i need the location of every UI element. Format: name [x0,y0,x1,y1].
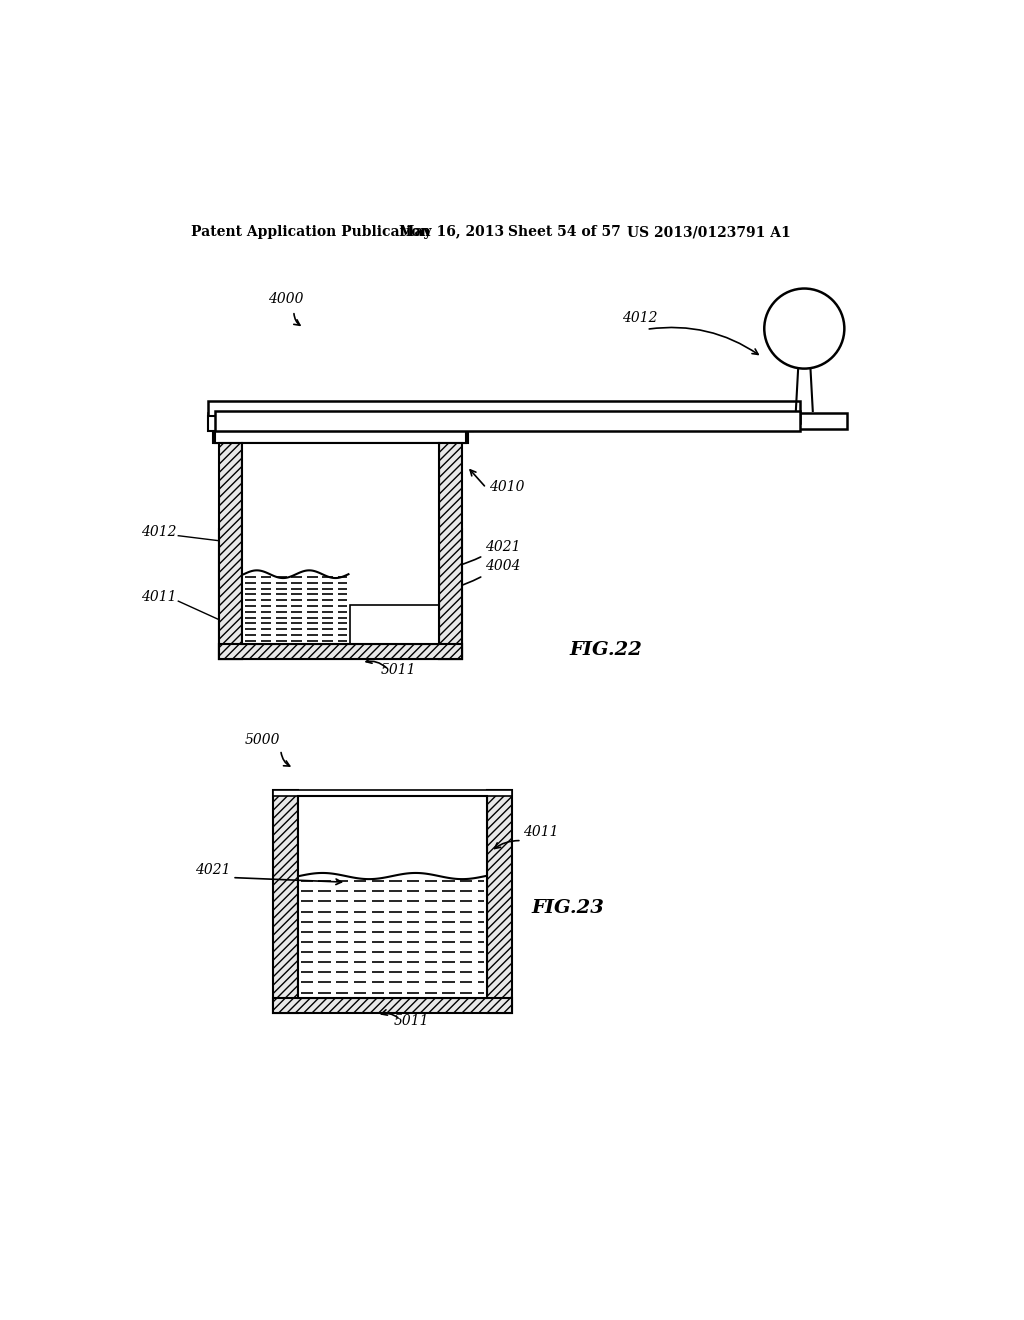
Text: 5011: 5011 [381,664,417,677]
Text: FIG.23: FIG.23 [531,899,604,917]
Text: FIG.22: FIG.22 [569,642,642,659]
Bar [215,432,466,444]
Bar [243,444,438,644]
Bar [208,416,473,430]
Text: 4012: 4012 [141,525,177,539]
Bar [215,411,801,430]
Text: 4011: 4011 [523,825,559,840]
Bar [243,574,350,644]
Text: 4000: 4000 [267,292,303,306]
Circle shape [764,289,845,368]
Text: 4004: 4004 [484,560,520,573]
Bar [273,998,512,1014]
Bar [350,605,438,644]
Bar [243,444,438,644]
Bar [298,796,487,998]
Bar [438,444,462,659]
Text: 4021: 4021 [196,863,230,878]
Bar [208,401,801,422]
Bar [243,444,438,644]
Text: 5011: 5011 [394,1014,429,1028]
Bar [219,444,243,659]
Bar [243,444,438,644]
Bar [131,374,920,528]
Text: 5000: 5000 [245,733,280,747]
Bar [213,429,468,444]
Text: 4021: 4021 [484,540,520,554]
Bar [298,796,487,998]
Text: 4010: 4010 [488,480,524,494]
Text: 4012: 4012 [622,310,657,325]
Bar [208,412,847,429]
Text: May 16, 2013: May 16, 2013 [398,226,504,239]
Bar [487,789,512,1014]
Bar [273,789,512,796]
Bar [219,644,462,659]
Bar [273,789,298,1014]
Text: Patent Application Publication: Patent Application Publication [190,226,430,239]
Bar [350,605,438,644]
Bar [219,644,462,659]
Text: 4011: 4011 [141,590,177,605]
Bar [219,444,243,659]
Text: US 2013/0123791 A1: US 2013/0123791 A1 [628,226,791,239]
Text: Sheet 54 of 57: Sheet 54 of 57 [508,226,621,239]
Bar [438,444,462,659]
